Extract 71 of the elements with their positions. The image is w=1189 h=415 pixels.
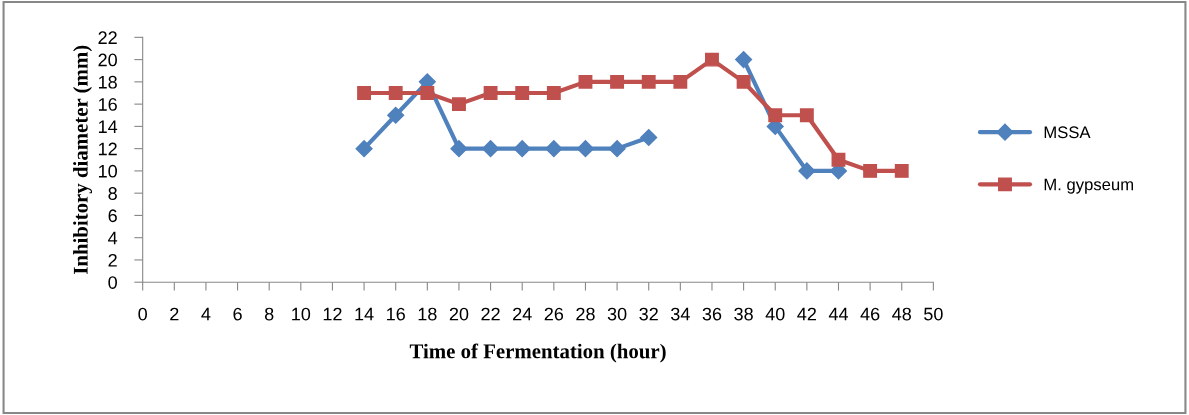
point — [387, 106, 405, 124]
point — [863, 163, 878, 178]
x-tick-label: 10 — [292, 307, 311, 321]
point — [420, 86, 435, 100]
x-tick-label: 44 — [828, 307, 848, 321]
point — [513, 140, 531, 158]
x-tick-label: 30 — [607, 307, 627, 321]
x-tick-label: 40 — [765, 307, 785, 321]
x-tick-label: 28 — [576, 307, 595, 321]
x-tick-label: 42 — [797, 307, 816, 321]
x-tick-label: 6 — [233, 307, 242, 321]
legend-label: MSSA — [1044, 126, 1091, 139]
point — [640, 128, 658, 147]
x-axis-title: Time of Fermentation (hour) — [409, 343, 666, 363]
y-tick-label: 0 — [108, 276, 117, 289]
y-tick-label: 4 — [108, 231, 118, 245]
y-tick-label: 16 — [98, 98, 117, 111]
y-tick-label: 22 — [98, 31, 117, 44]
point — [798, 162, 816, 180]
x-tick-label: 14 — [355, 307, 374, 321]
point — [610, 74, 625, 89]
y-tick-label: 14 — [98, 120, 118, 133]
point — [450, 140, 468, 158]
point — [831, 152, 846, 167]
point — [736, 74, 751, 89]
y-tick-label: 2 — [108, 253, 117, 267]
point — [799, 108, 814, 123]
x-tick-label: 20 — [449, 307, 469, 321]
point — [735, 51, 753, 69]
point — [388, 86, 403, 100]
x-tick-label: 16 — [387, 307, 405, 321]
x-tick-label: 50 — [924, 307, 943, 321]
point — [546, 86, 561, 100]
x-tick-label: 46 — [860, 307, 880, 321]
point — [357, 86, 372, 100]
x-tick-label: 32 — [639, 307, 658, 321]
y-tick-label: 20 — [98, 53, 117, 67]
y-tick-label: 12 — [98, 142, 117, 156]
point — [545, 140, 563, 158]
x-tick-label: 0 — [138, 307, 147, 321]
y-tick-label: 10 — [98, 164, 117, 178]
point — [894, 163, 909, 178]
point — [673, 74, 688, 89]
point — [452, 97, 466, 112]
x-tick-label: 36 — [702, 307, 722, 321]
x-tick-label: 12 — [323, 307, 342, 321]
y-tick-label: 8 — [108, 187, 117, 200]
x-tick-label: 8 — [264, 307, 274, 321]
x-tick-label: 4 — [201, 307, 211, 321]
y-axis-title: Inhibitory diameter (mm) — [73, 45, 93, 275]
point — [355, 140, 373, 158]
x-tick-label: 24 — [513, 307, 532, 321]
point — [705, 52, 719, 67]
point — [768, 108, 783, 123]
x-tick-label: 18 — [418, 307, 437, 321]
point — [641, 74, 656, 89]
point — [578, 74, 593, 89]
x-tick-label: 48 — [892, 307, 911, 321]
point — [482, 140, 500, 158]
point — [483, 86, 498, 100]
y-tick-label: 6 — [108, 209, 117, 223]
x-tick-label: 22 — [481, 307, 500, 321]
x-tick-label: 34 — [670, 307, 690, 321]
y-tick-label: 18 — [98, 75, 117, 89]
x-tick-label: 2 — [170, 307, 179, 321]
x-tick-label: 38 — [734, 307, 753, 321]
x-tick-label: 26 — [544, 307, 564, 321]
legend-label: M. gypseum — [1044, 178, 1133, 194]
point — [608, 140, 626, 158]
point — [576, 140, 595, 158]
point — [515, 86, 530, 100]
